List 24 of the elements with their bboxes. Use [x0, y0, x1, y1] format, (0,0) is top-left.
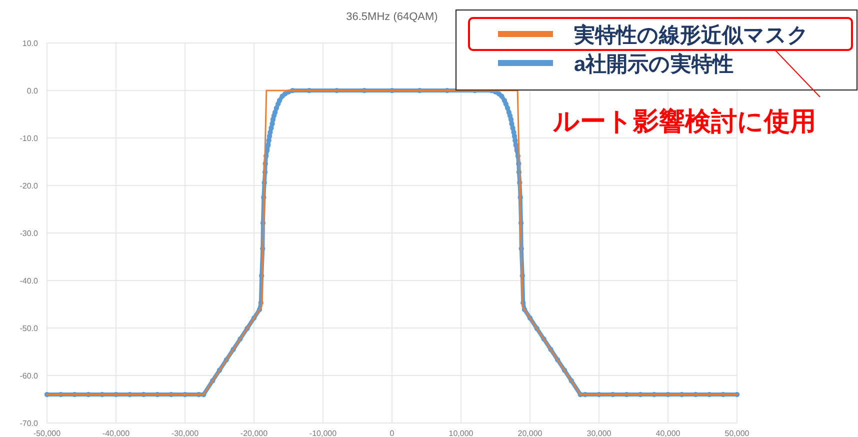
y-tick-label: -70.0 — [20, 419, 39, 428]
legend-label: a社開示の実特性 — [574, 52, 734, 76]
x-tick-label: -10,000 — [309, 429, 338, 437]
annotation: ルート影響検討に使用 — [552, 106, 816, 136]
x-tick-label: -20,000 — [240, 429, 268, 437]
x-tick-label: -30,000 — [171, 429, 200, 437]
y-tick-label: -10.0 — [20, 134, 39, 143]
x-tick-label: 0 — [390, 429, 395, 437]
x-tick-label: -50,000 — [33, 429, 62, 437]
y-tick-label: 0.0 — [26, 86, 39, 96]
x-tick-label: 30,000 — [586, 429, 612, 437]
x-tick-label: 50,000 — [724, 429, 750, 437]
y-tick-label: 10.0 — [22, 39, 39, 48]
x-tick-label: 40,000 — [656, 429, 681, 437]
x-tick-label: -40,000 — [102, 429, 130, 437]
chart-title: 36.5MHz (64QAM) — [346, 11, 438, 23]
x-tick-label: 20,000 — [518, 429, 543, 437]
legend-label: 実特性の線形近似マスク — [573, 23, 809, 47]
x-tick-label: 10,000 — [448, 429, 474, 437]
y-tick-label: -30.0 — [20, 229, 39, 238]
y-tick-label: -60.0 — [20, 372, 39, 380]
y-tick-label: -40.0 — [20, 276, 39, 286]
y-tick-label: -50.0 — [20, 324, 39, 333]
y-tick-label: -20.0 — [20, 182, 39, 190]
